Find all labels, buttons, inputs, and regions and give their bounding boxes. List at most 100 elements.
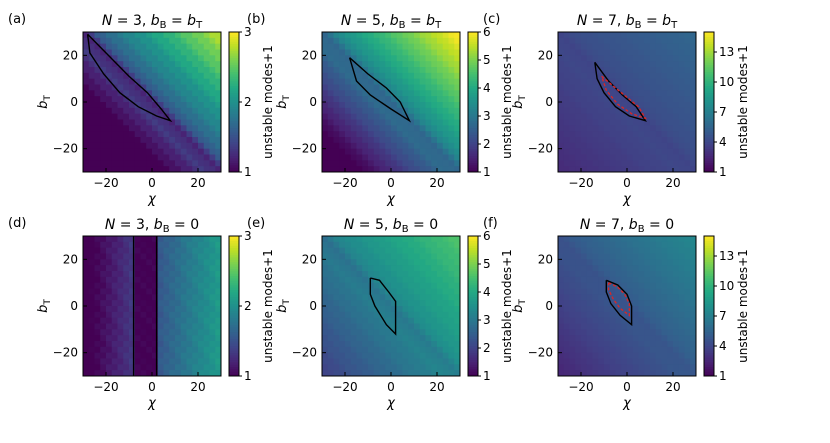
heatmap-cell	[558, 306, 565, 313]
heatmap-cell	[673, 352, 680, 359]
heatmap-cell	[345, 166, 352, 173]
heatmap-cell	[442, 259, 449, 266]
heatmap-cell	[339, 32, 346, 39]
heatmap-cell	[339, 102, 346, 109]
heatmap-cell	[408, 37, 415, 45]
heatmap-cell	[379, 364, 386, 371]
heatmap-cell	[106, 294, 113, 301]
heatmap-cell	[198, 306, 205, 313]
heatmap-cell	[586, 37, 593, 45]
heatmap-cell	[678, 37, 685, 45]
heatmap-cell	[684, 259, 691, 266]
heatmap-cell	[402, 154, 409, 161]
heatmap-cell	[215, 300, 222, 307]
heatmap-cell	[442, 107, 449, 115]
heatmap-cell	[425, 358, 432, 365]
heatmap-cell	[408, 90, 415, 97]
heatmap-cell	[140, 43, 147, 50]
heatmap-cell	[408, 43, 415, 50]
heatmap-cell	[111, 294, 118, 301]
heatmap-cell	[425, 271, 432, 278]
heatmap-cell	[203, 78, 210, 85]
heatmap-cell	[414, 148, 421, 155]
heatmap-cell	[368, 352, 375, 359]
heatmap-cell	[673, 84, 680, 91]
panel-label: (f)	[483, 216, 498, 231]
colorbar-step	[229, 88, 239, 91]
heatmap-cell	[327, 259, 334, 266]
heatmap-cell	[350, 166, 357, 173]
heatmap-cell	[454, 148, 461, 155]
heatmap-cell	[454, 323, 461, 330]
heatmap-cell	[146, 43, 153, 50]
heatmap-cell	[333, 102, 340, 109]
heatmap-cell	[157, 306, 164, 313]
heatmap-cell	[569, 282, 576, 289]
heatmap-cell	[175, 271, 182, 278]
heatmap-cell	[106, 352, 113, 359]
heatmap-cell	[437, 282, 444, 289]
heatmap-cell	[368, 259, 375, 266]
heatmap-cell	[396, 259, 403, 266]
heatmap-cell	[327, 370, 334, 377]
heatmap-cell	[140, 160, 147, 167]
heatmap-cell	[140, 352, 147, 359]
y-axis-label: bT	[511, 299, 528, 313]
heatmap-cell	[186, 329, 193, 336]
heatmap-cell	[215, 84, 222, 91]
heatmap-cell	[454, 364, 461, 371]
heatmap-cell	[129, 119, 136, 126]
heatmap-cell	[569, 67, 576, 74]
heatmap-cell	[442, 311, 449, 319]
heatmap-cell	[454, 84, 461, 91]
heatmap-cell	[667, 37, 674, 45]
heatmap-cell	[592, 131, 599, 138]
heatmap-cell	[414, 32, 421, 39]
heatmap-cell	[163, 148, 170, 155]
heatmap-cell	[175, 265, 182, 272]
heatmap-cell	[117, 125, 124, 132]
heatmap-cell	[152, 370, 159, 377]
heatmap-cell	[111, 166, 118, 173]
heatmap-cell	[604, 137, 611, 144]
heatmap-cell	[83, 323, 90, 330]
colorbar-step	[704, 169, 714, 173]
heatmap-cell	[604, 358, 611, 365]
colorbar-step	[704, 271, 714, 274]
heatmap-cell	[661, 294, 668, 301]
heatmap-cell	[385, 370, 392, 377]
colorbar-label: unstable modes+1	[736, 249, 750, 363]
heatmap-cell	[123, 294, 130, 301]
heatmap-cell	[655, 317, 662, 324]
y-axis-label: bT	[275, 299, 292, 313]
colorbar-step	[468, 125, 478, 129]
heatmap-cell	[655, 37, 662, 45]
heatmap-cell	[604, 55, 611, 62]
contour-line	[605, 279, 633, 327]
heatmap-cell	[129, 317, 136, 324]
heatmap-cell	[368, 300, 375, 307]
heatmap-cell	[425, 55, 432, 62]
heatmap-cell	[379, 142, 386, 150]
x-tick-label: −20	[332, 380, 357, 394]
heatmap-cell	[604, 102, 611, 109]
heatmap-cell	[322, 55, 329, 62]
colorbar-step	[229, 106, 239, 110]
heatmap-cell	[111, 276, 118, 284]
heatmap-cell	[175, 341, 182, 348]
heatmap-cell	[373, 61, 380, 68]
heatmap-cell	[215, 323, 222, 330]
heatmap-cell	[678, 370, 685, 377]
heatmap-cell	[598, 113, 605, 120]
colorbar-step	[468, 34, 478, 38]
heatmap-cell	[655, 259, 662, 266]
heatmap-cell	[592, 102, 599, 109]
heatmap-cell	[157, 271, 164, 278]
heatmap-cell	[644, 306, 651, 313]
heatmap-cell	[615, 160, 622, 167]
heatmap-cell	[575, 341, 582, 348]
heatmap-cell	[408, 241, 415, 249]
heatmap-cell	[322, 49, 329, 56]
heatmap-cell	[100, 335, 107, 342]
colorbar-step	[468, 64, 478, 68]
